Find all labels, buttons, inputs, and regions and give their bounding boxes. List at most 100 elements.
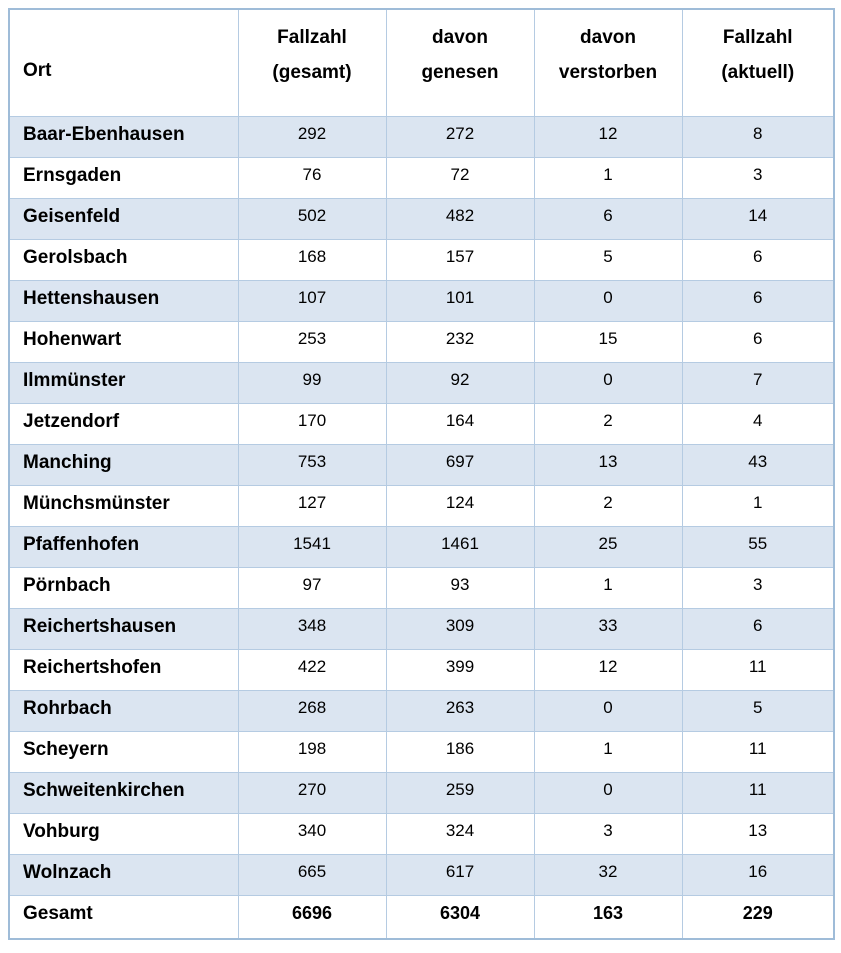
cell-ort: Hettenshausen	[8, 279, 239, 322]
col-header-ort-label: Ort	[23, 60, 52, 81]
cell-davon-genesen: 186	[385, 730, 535, 773]
table-row: Vohburg 340 324 3 13	[8, 812, 835, 855]
cell-fallzahl-gesamt: 422	[237, 648, 387, 691]
cell-ort: Schweitenkirchen	[8, 771, 239, 814]
col-header-line: (gesamt)	[272, 62, 352, 83]
table-row: Ernsgaden 76 72 1 3	[8, 156, 835, 199]
col-header-fallzahl-aktuell: Fallzahl (aktuell)	[681, 8, 835, 117]
cell-davon-genesen: 72	[385, 156, 535, 199]
cell-ort: Geisenfeld	[8, 197, 239, 240]
cell-davon-verstorben: 3	[533, 812, 683, 855]
table-row: Münchsmünster 127 124 2 1	[8, 484, 835, 527]
cell-davon-genesen: 324	[385, 812, 535, 855]
table-row: Hettenshausen 107 101 0 6	[8, 279, 835, 322]
cell-fallzahl-gesamt: 170	[237, 402, 387, 445]
table-row: Schweitenkirchen 270 259 0 11	[8, 771, 835, 814]
col-header-line: (aktuell)	[721, 62, 795, 83]
cell-ort: Manching	[8, 443, 239, 486]
cell-davon-verstorben: 15	[533, 320, 683, 363]
cell-davon-genesen-total: 6304	[385, 894, 535, 940]
cell-ort: Münchsmünster	[8, 484, 239, 527]
cell-fallzahl-aktuell: 4	[681, 402, 835, 445]
cell-davon-genesen: 617	[385, 853, 535, 896]
cell-davon-verstorben: 2	[533, 484, 683, 527]
cell-ort: Reichertshausen	[8, 607, 239, 650]
cell-fallzahl-aktuell: 6	[681, 320, 835, 363]
cell-fallzahl-aktuell: 3	[681, 566, 835, 609]
cell-fallzahl-gesamt: 97	[237, 566, 387, 609]
cell-fallzahl-gesamt: 107	[237, 279, 387, 322]
cell-fallzahl-aktuell-total: 229	[681, 894, 835, 940]
table-row: Reichertshofen 422 399 12 11	[8, 648, 835, 691]
table-header: Ort Fallzahl (gesamt) davon genesen davo…	[8, 8, 835, 117]
cell-davon-verstorben: 25	[533, 525, 683, 568]
cell-ort: Wolnzach	[8, 853, 239, 896]
table-row: Ilmmünster 99 92 0 7	[8, 361, 835, 404]
cell-davon-verstorben: 32	[533, 853, 683, 896]
cell-fallzahl-gesamt: 253	[237, 320, 387, 363]
cell-fallzahl-aktuell: 6	[681, 279, 835, 322]
cell-fallzahl-aktuell: 11	[681, 648, 835, 691]
cell-fallzahl-gesamt: 340	[237, 812, 387, 855]
cell-davon-verstorben: 33	[533, 607, 683, 650]
cell-davon-verstorben: 5	[533, 238, 683, 281]
cell-davon-genesen: 92	[385, 361, 535, 404]
cell-davon-verstorben: 0	[533, 771, 683, 814]
cell-ort: Jetzendorf	[8, 402, 239, 445]
col-header-fallzahl-gesamt: Fallzahl (gesamt)	[237, 8, 387, 117]
cell-davon-genesen: 482	[385, 197, 535, 240]
cell-davon-genesen: 164	[385, 402, 535, 445]
cell-fallzahl-aktuell: 5	[681, 689, 835, 732]
col-header-line: genesen	[421, 62, 499, 83]
cell-fallzahl-aktuell: 11	[681, 730, 835, 773]
cell-fallzahl-gesamt: 198	[237, 730, 387, 773]
cell-fallzahl-gesamt: 99	[237, 361, 387, 404]
table-row: Pörnbach 97 93 1 3	[8, 566, 835, 609]
cell-davon-genesen: 263	[385, 689, 535, 732]
cell-fallzahl-aktuell: 55	[681, 525, 835, 568]
cell-fallzahl-gesamt: 270	[237, 771, 387, 814]
cell-davon-verstorben: 13	[533, 443, 683, 486]
cell-fallzahl-aktuell: 6	[681, 607, 835, 650]
cell-davon-genesen: 93	[385, 566, 535, 609]
cell-fallzahl-aktuell: 16	[681, 853, 835, 896]
table-row: Gerolsbach 168 157 5 6	[8, 238, 835, 281]
col-header-davon-verstorben: davon verstorben	[533, 8, 683, 117]
cell-fallzahl-gesamt: 753	[237, 443, 387, 486]
cell-ort: Ernsgaden	[8, 156, 239, 199]
cell-fallzahl-aktuell: 8	[681, 115, 835, 158]
table-row: Rohrbach 268 263 0 5	[8, 689, 835, 732]
table-row: Reichertshausen 348 309 33 6	[8, 607, 835, 650]
cell-fallzahl-gesamt: 292	[237, 115, 387, 158]
table-row: Wolnzach 665 617 32 16	[8, 853, 835, 896]
cell-davon-genesen: 309	[385, 607, 535, 650]
cell-davon-verstorben: 2	[533, 402, 683, 445]
col-header-line: verstorben	[558, 62, 658, 83]
cell-fallzahl-gesamt: 76	[237, 156, 387, 199]
cell-ort: Ilmmünster	[8, 361, 239, 404]
col-header-line: Fallzahl	[277, 27, 347, 48]
cell-davon-genesen: 1461	[385, 525, 535, 568]
cell-davon-genesen: 101	[385, 279, 535, 322]
cell-ort: Pörnbach	[8, 566, 239, 609]
cell-davon-verstorben: 0	[533, 689, 683, 732]
col-header-ort: Ort	[8, 8, 239, 117]
table-row: Hohenwart 253 232 15 6	[8, 320, 835, 363]
cell-davon-verstorben: 0	[533, 361, 683, 404]
col-header-line: davon	[432, 27, 488, 48]
cell-davon-genesen: 232	[385, 320, 535, 363]
cell-davon-genesen: 157	[385, 238, 535, 281]
cell-davon-genesen: 399	[385, 648, 535, 691]
cell-ort-total: Gesamt	[8, 894, 239, 940]
cell-fallzahl-gesamt: 127	[237, 484, 387, 527]
cell-ort: Rohrbach	[8, 689, 239, 732]
header-row: Ort Fallzahl (gesamt) davon genesen davo…	[8, 8, 835, 117]
cell-fallzahl-gesamt-total: 6696	[237, 894, 387, 940]
col-header-line: Fallzahl	[722, 27, 793, 48]
cell-fallzahl-aktuell: 7	[681, 361, 835, 404]
cell-fallzahl-aktuell: 13	[681, 812, 835, 855]
col-header-davon-genesen: davon genesen	[385, 8, 535, 117]
cell-fallzahl-aktuell: 1	[681, 484, 835, 527]
table-body: Baar-Ebenhausen 292 272 12 8 Ernsgaden 7…	[8, 115, 835, 940]
